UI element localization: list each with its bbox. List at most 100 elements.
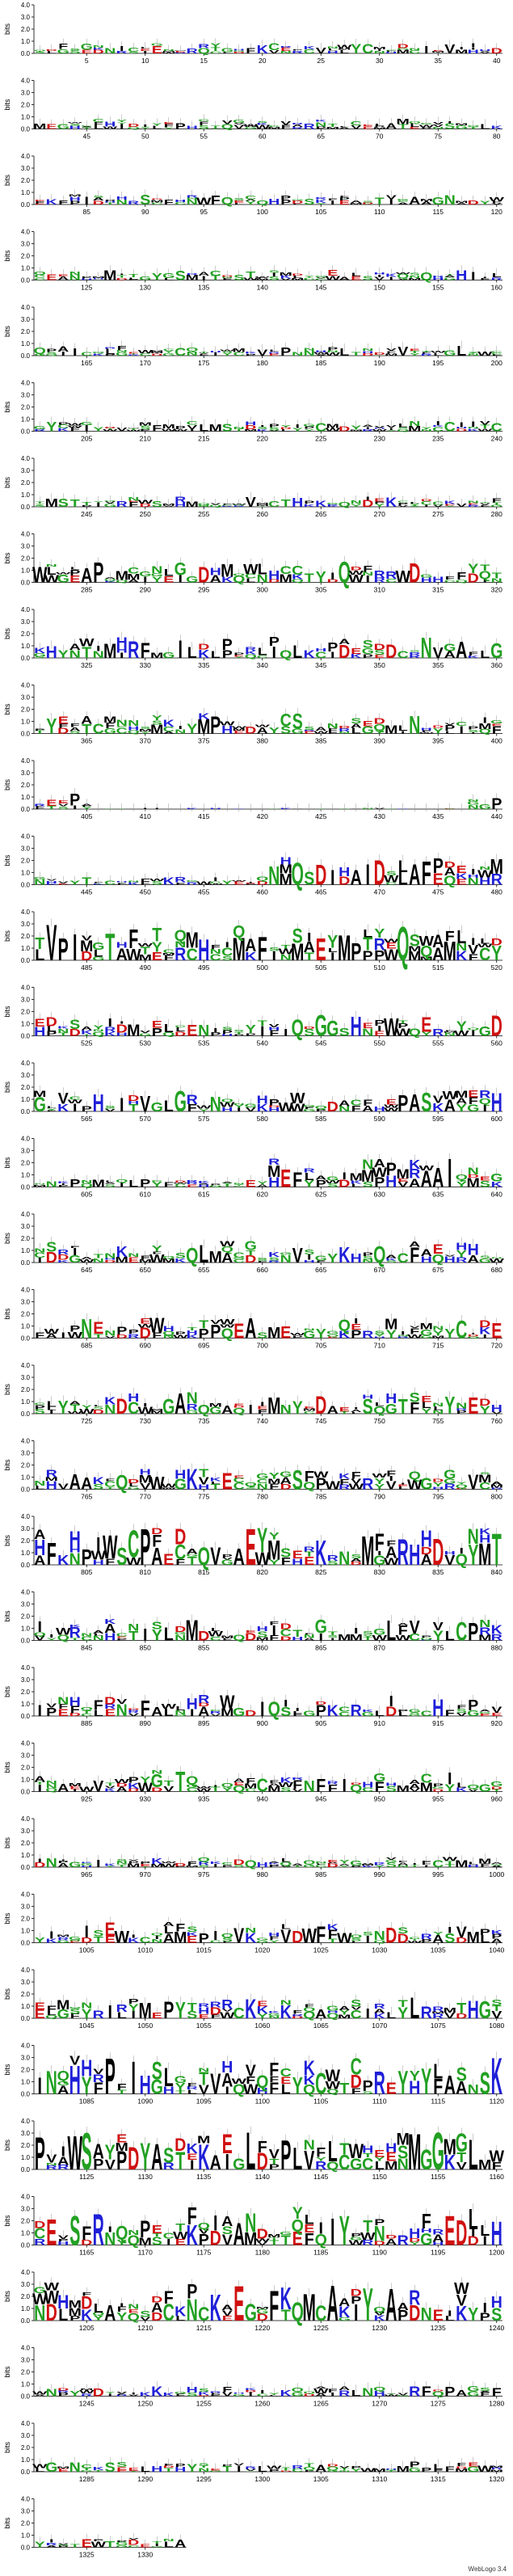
y-axis-label: bits	[3, 2140, 11, 2152]
logo-letter: W	[79, 1408, 95, 1415]
logo-letter: R	[175, 945, 186, 964]
logo-letter: N	[46, 2387, 57, 2399]
logo-letter: H	[468, 874, 479, 879]
x-tick-label: 990	[374, 1870, 385, 1878]
logo-letter: D	[151, 353, 162, 356]
logo-letter: K	[351, 653, 363, 660]
y-tick-label: 4.0	[21, 833, 31, 841]
logo-letter: W	[220, 1318, 235, 1326]
logo-letter: H	[385, 1781, 397, 1787]
logo-letter: H	[491, 2215, 502, 2252]
x-tick-label: 1285	[79, 2475, 95, 2483]
logo-letter: Y	[246, 200, 256, 206]
logo-letter: V	[93, 2068, 104, 2076]
logo-letter: D	[315, 1390, 326, 1419]
logo-letter: F	[164, 2463, 175, 2466]
logo-letter: G	[467, 1103, 479, 1114]
logo-letter: K	[304, 2072, 315, 2087]
logo-letter: D	[198, 1702, 209, 1708]
logo-letter: G	[280, 1252, 292, 1255]
logo-letter: K	[57, 1259, 69, 1263]
logo-letter: R	[432, 1027, 444, 1038]
logo-letter: Y	[152, 123, 163, 127]
logo-letter: K	[327, 505, 338, 508]
x-tick-label: 1105	[313, 2097, 329, 2106]
logo-letter: H	[315, 350, 326, 353]
logo-letter: S	[152, 880, 162, 886]
x-tick-label: 525	[81, 1039, 92, 1048]
logo-letter: A	[409, 859, 420, 892]
y-tick-label: 1.0	[21, 1701, 31, 1708]
logo-letter: I	[366, 859, 370, 892]
logo-letter: H	[81, 2056, 92, 2082]
logo-letter: K	[338, 2304, 350, 2321]
logo-letter: C	[351, 2008, 362, 2022]
logo-letter: A	[456, 2078, 467, 2098]
logo-letter: S	[35, 656, 45, 659]
logo-letter: K	[104, 1396, 116, 1407]
logo-letter: G	[420, 123, 432, 125]
logo-letter: Y	[69, 2390, 81, 2398]
logo-letter: L	[117, 2011, 127, 2021]
logo-letter: E	[163, 121, 174, 124]
logo-letter: A	[432, 2232, 444, 2245]
logo-letter: D	[374, 352, 385, 356]
logo-letter: D	[245, 1253, 256, 1265]
logo-letter: H	[69, 1694, 81, 1709]
logo-letter: V	[199, 1475, 209, 1487]
logo-letter: V	[280, 1925, 292, 1947]
logo-letter: E	[363, 1022, 373, 1031]
logo-letter: I	[483, 2300, 487, 2316]
logo-letter: W	[208, 883, 224, 885]
logo-letter: E	[58, 883, 69, 885]
logo-letter: R	[221, 1996, 233, 2012]
logo-letter: I	[471, 2228, 475, 2238]
logo-letter: F	[269, 2075, 279, 2084]
logo-letter: P	[128, 1776, 139, 1785]
logo-letter: L	[351, 2388, 361, 2399]
logo-letter: S	[163, 2144, 174, 2167]
logo-letter: K	[57, 1026, 69, 1030]
logo-letter: T	[222, 2465, 233, 2474]
logo-letter: M	[350, 202, 363, 204]
logo-letter: C	[245, 2471, 256, 2472]
logo-letter: V	[292, 1243, 304, 1267]
logo-letter: A	[479, 1710, 490, 1713]
logo-letter: I	[155, 1935, 159, 1941]
logo-letter: F	[175, 1558, 185, 1567]
logo-letter: W	[407, 1477, 423, 1493]
logo-letter: G	[92, 940, 104, 952]
logo-letter: C	[233, 1481, 246, 1491]
logo-letter: F	[164, 2288, 174, 2308]
logo-letter: G	[326, 2005, 338, 2013]
logo-letter: G	[92, 956, 104, 962]
logo-letter: F	[258, 930, 267, 968]
x-tick-label: 30	[376, 57, 384, 65]
logo-letter: S	[222, 1027, 233, 1031]
logo-letter: F	[70, 723, 80, 729]
logo-letter: F	[480, 2392, 490, 2398]
logo-letter: R	[292, 2464, 304, 2470]
logo-letter: D	[116, 1395, 128, 1419]
x-tick-label: 675	[432, 1266, 444, 1274]
logo-letter: S	[257, 427, 267, 431]
logo-letter: I	[38, 1620, 42, 1636]
y-tick-label: 1.0	[21, 2381, 31, 2388]
logo-letter: R	[187, 2086, 199, 2091]
logo-letter: F	[211, 193, 221, 207]
logo-letter: V	[269, 430, 280, 432]
logo-letter: G	[233, 504, 245, 506]
logo-letter: F	[305, 2469, 315, 2472]
logo-letter: S	[175, 268, 186, 283]
logo-letter: A	[233, 1545, 245, 1570]
logo-letter: I	[61, 351, 65, 356]
logo-letter: W	[477, 428, 493, 432]
logo-letter: C	[210, 881, 221, 884]
y-tick-label: 0.0	[21, 1410, 31, 1418]
logo-letter: D	[479, 1398, 491, 1408]
logo-letter: S	[140, 2309, 150, 2320]
logo-letter: F	[164, 124, 174, 129]
logo-letter: Q	[432, 2390, 445, 2397]
logo-letter: W	[114, 1928, 129, 1947]
